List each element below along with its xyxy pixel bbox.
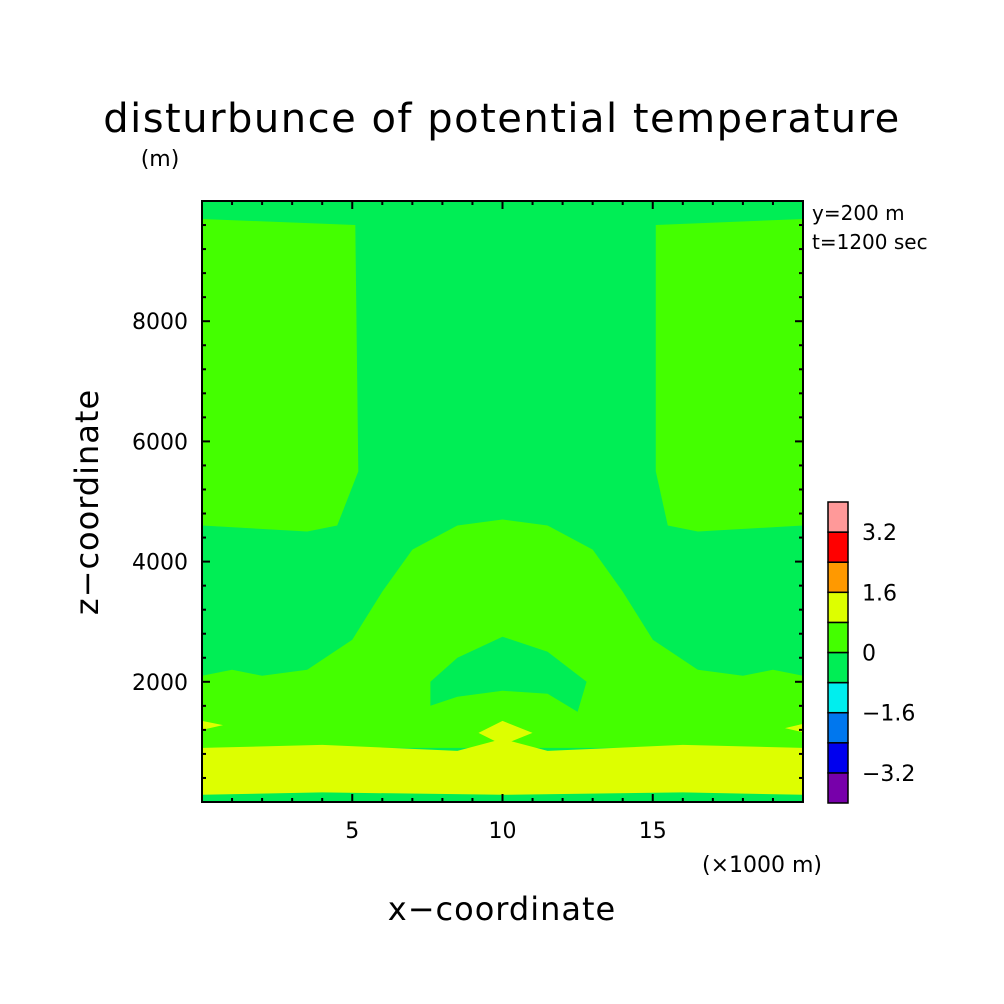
colorbar-label: 3.2 [862, 521, 897, 546]
colorbar: 3.2 1.6 0 −1.6 −3.2 [827, 501, 915, 804]
y-tick-label: 2000 [132, 671, 188, 696]
contour-region-central-dome-positive [202, 519, 803, 748]
colorbar-segment [827, 561, 849, 594]
contour-region-upper-left-positive [202, 219, 359, 532]
x-tick-label: 10 [489, 819, 517, 844]
contour-region-left-edge-warm-sliver [202, 720, 223, 730]
colorbar-segment [827, 531, 849, 563]
y-tick-label: 4000 [132, 551, 188, 576]
plot-area: 5 10 15 2000 4000 6000 8000 [132, 200, 804, 844]
colorbar-label: 0 [862, 642, 876, 667]
y-axis-label: z−coordinate [68, 389, 106, 615]
contour-region-lower-band-warm [202, 738, 803, 795]
y-tick-label: 8000 [132, 310, 188, 335]
colorbar-segment [827, 621, 849, 654]
x-tick-label: 5 [345, 819, 359, 844]
contour-region-central-warm-diamond [478, 720, 533, 745]
colorbar-segment [827, 501, 849, 533]
colorbar-segment [827, 742, 849, 774]
contour-region-right-edge-warm-sliver [785, 723, 803, 733]
colorbar-label: 1.6 [862, 581, 897, 606]
contour-region-upper-right-positive [655, 219, 803, 532]
colorbar-label: −3.2 [862, 762, 915, 787]
x-axis-unit: (×1000 m) [702, 853, 822, 878]
colorbar-segment [827, 591, 849, 624]
y-tick-label: 6000 [132, 430, 188, 455]
colorbar-segment [827, 772, 849, 804]
annotation-time: t=1200 sec [812, 230, 928, 254]
colorbar-label: −1.6 [862, 702, 915, 727]
chart-title: disturbunce of potential temperature [103, 96, 901, 142]
axes [201, 200, 804, 803]
x-tick-label: 15 [639, 819, 667, 844]
colorbar-segment [827, 681, 849, 714]
colorbar-segment [827, 651, 849, 684]
contour-region-central-negative-pocket [430, 636, 587, 712]
y-axis-unit: (m) [141, 147, 180, 172]
colorbar-segment [827, 711, 849, 744]
annotation-y-position: y=200 m [812, 201, 905, 225]
x-axis-label: x−coordinate [388, 890, 616, 928]
